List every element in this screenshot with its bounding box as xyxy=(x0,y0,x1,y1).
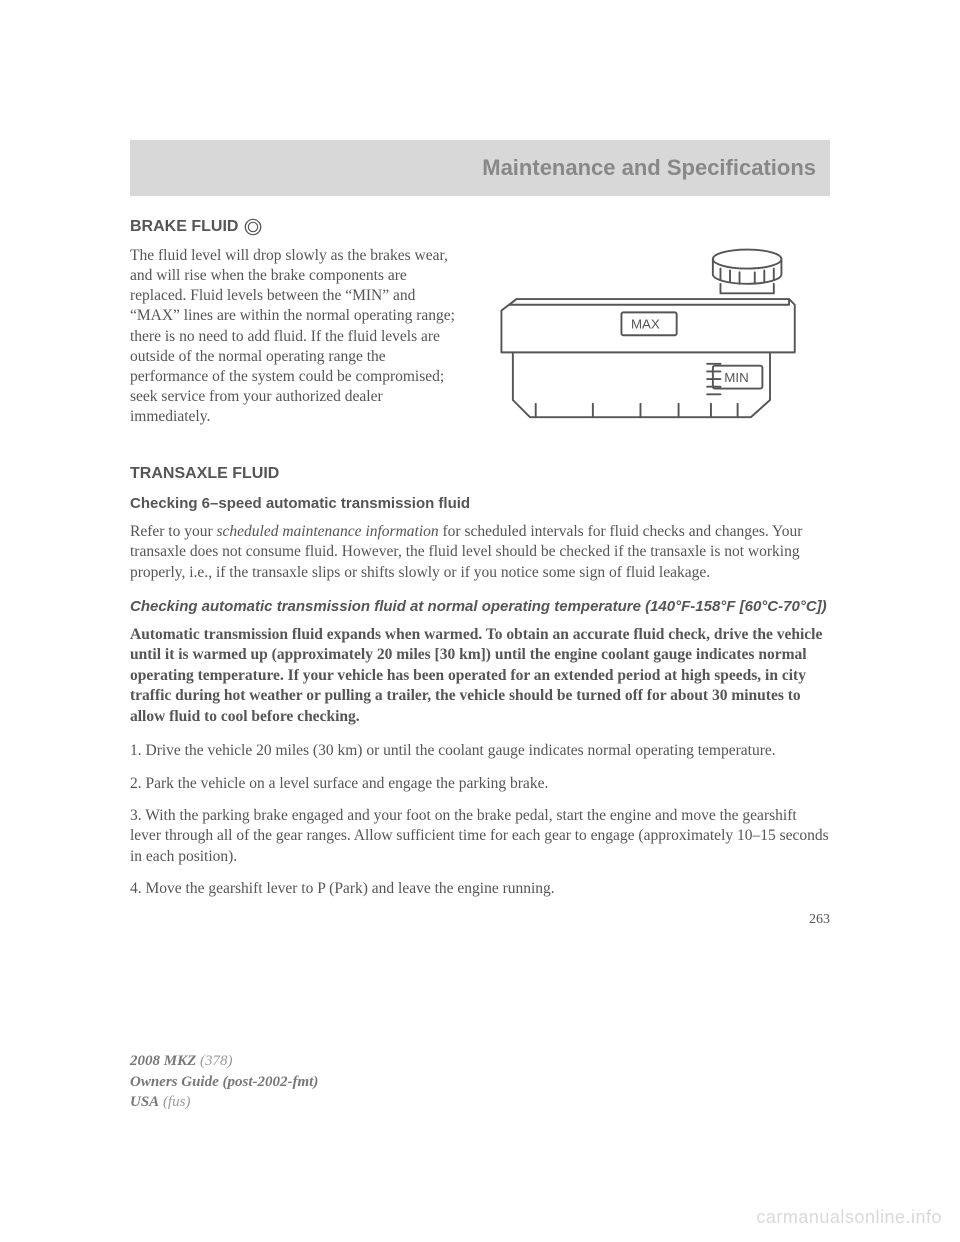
brake-section: The fluid level will drop slowly as the … xyxy=(130,246,830,445)
brake-reservoir-illustration: MAX MIN xyxy=(480,240,830,445)
footer-model: 2008 MKZ xyxy=(130,1053,196,1069)
intro-italic: scheduled maintenance information xyxy=(217,523,439,540)
step-4: 4. Move the gearshift lever to P (Park) … xyxy=(130,879,830,899)
header-title: Maintenance and Specifications xyxy=(482,155,816,181)
reservoir-min-label: MIN xyxy=(724,370,748,385)
brake-heading-text: BRAKE FLUID xyxy=(130,218,238,236)
footer-region-code: (fus) xyxy=(163,1094,191,1110)
step-1: 1. Drive the vehicle 20 miles (30 km) or… xyxy=(130,741,830,761)
intro-pre: Refer to your xyxy=(130,523,217,540)
footer-guide: Owners Guide (post-2002-fmt) xyxy=(130,1072,318,1092)
section-header: Maintenance and Specifications xyxy=(130,140,830,196)
temp-heading: Checking automatic transmission fluid at… xyxy=(130,597,830,617)
reservoir-max-label: MAX xyxy=(631,317,660,332)
footer-region: USA xyxy=(130,1094,159,1110)
page-number: 263 xyxy=(130,912,830,928)
watermark: carmanualsonline.info xyxy=(756,1207,942,1228)
transaxle-intro: Refer to your scheduled maintenance info… xyxy=(130,522,830,583)
brake-fluid-icon xyxy=(244,218,262,236)
step-3: 3. With the parking brake engaged and yo… xyxy=(130,806,830,867)
brake-body-text: The fluid level will drop slowly as the … xyxy=(130,246,460,445)
bold-instructions: Automatic transmission fluid expands whe… xyxy=(130,625,830,727)
brake-fluid-heading: BRAKE FLUID xyxy=(130,218,830,236)
footer-model-code: (378) xyxy=(200,1053,233,1069)
transaxle-heading: TRANSAXLE FLUID xyxy=(130,465,830,483)
step-2: 2. Park the vehicle on a level surface a… xyxy=(130,774,830,794)
footer-block: 2008 MKZ (378) Owners Guide (post-2002-f… xyxy=(130,1051,318,1112)
checking-6speed-heading: Checking 6–speed automatic transmission … xyxy=(130,495,830,512)
